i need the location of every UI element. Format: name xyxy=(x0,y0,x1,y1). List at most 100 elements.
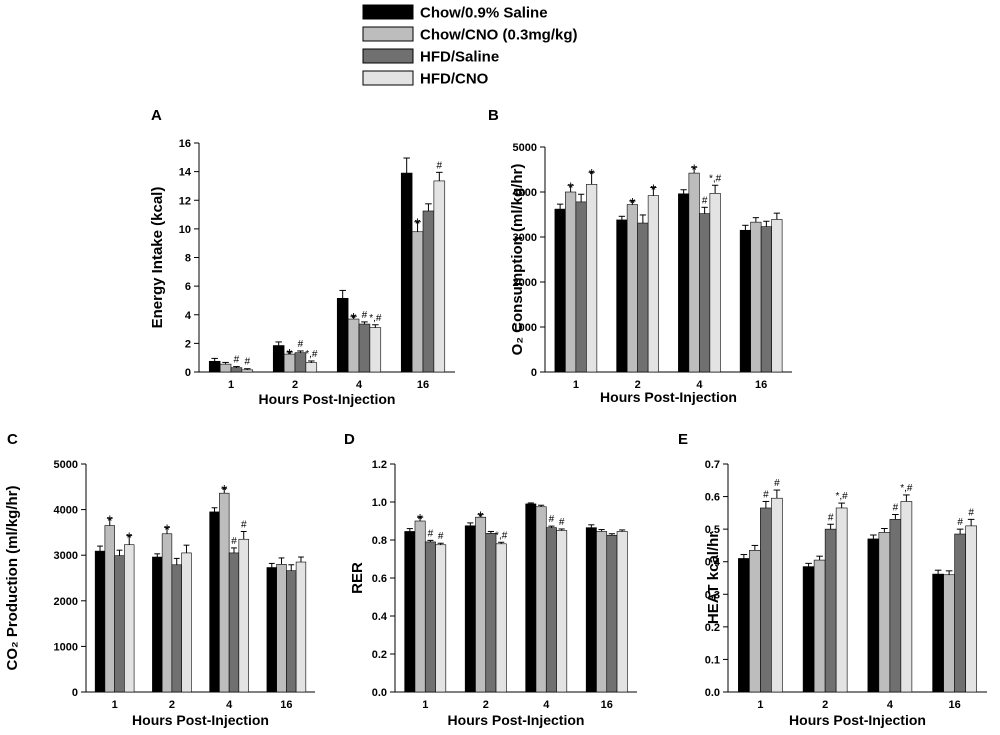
significance-marker: * xyxy=(107,512,113,529)
x-tick-label: 16 xyxy=(949,699,961,711)
x-tick-label: 1 xyxy=(573,379,579,391)
bar xyxy=(411,231,424,373)
bar xyxy=(422,210,435,373)
significance-marker: # xyxy=(549,514,555,525)
significance-marker: * xyxy=(478,508,484,525)
bar xyxy=(295,561,307,693)
bar xyxy=(954,533,966,693)
x-axis-title: Hours Post-Injection xyxy=(448,712,585,728)
panel-B: B 0 1000 2000 3000 4000 5000 1 2 4 16 * * * * * #*,# Hour… xyxy=(488,107,792,405)
x-tick-label: 2 xyxy=(483,699,489,711)
bar xyxy=(709,193,721,373)
significance-marker: *,# xyxy=(709,173,722,184)
panel-letter: D xyxy=(344,431,355,448)
x-tick-label: 4 xyxy=(356,379,363,391)
y-tick-label: 1.2 xyxy=(372,459,387,471)
y-tick-label: 0.2 xyxy=(372,649,387,661)
legend-swatch-3 xyxy=(362,48,414,64)
panel-E: E0.00.10.20.30.40.50.60.71 2 4 16###*,##*,#… xyxy=(678,431,987,728)
x-tick-label: 2 xyxy=(292,379,298,391)
bar xyxy=(889,519,902,693)
x-tick-label: 16 xyxy=(417,379,429,391)
bar xyxy=(161,533,173,693)
bar xyxy=(209,511,220,693)
x-tick-label: 1 xyxy=(112,699,118,711)
y-tick-label: 0.3 xyxy=(705,589,720,601)
x-axis-title: Hours Post-Injection xyxy=(600,389,737,405)
legend-swatch-2 xyxy=(362,26,414,42)
significance-marker: # xyxy=(362,310,368,321)
bar xyxy=(585,527,597,693)
y-tick-label: 2000 xyxy=(513,277,537,289)
bar xyxy=(835,507,848,693)
y-tick-label: 0.5 xyxy=(705,524,720,536)
bar xyxy=(219,492,230,693)
x-tick-label: 4 xyxy=(226,699,233,711)
bar xyxy=(152,556,163,693)
x-axis-title: Hours Post-Injection xyxy=(259,391,396,407)
bar xyxy=(433,180,446,373)
bar xyxy=(932,573,944,693)
significance-marker: * xyxy=(629,195,635,212)
bar xyxy=(688,172,700,373)
bar xyxy=(824,528,837,693)
y-axis-title: RER xyxy=(349,562,366,594)
bar xyxy=(943,574,955,693)
bar xyxy=(900,501,913,693)
bar xyxy=(586,184,598,373)
bar xyxy=(404,531,416,693)
bar xyxy=(802,566,815,693)
significance-marker: *,# xyxy=(305,349,318,360)
panel-letter: A xyxy=(151,107,162,124)
bar xyxy=(286,570,297,693)
significance-marker: *,# xyxy=(900,483,913,494)
y-axis-title: Energy Intake (kcal) xyxy=(149,187,166,329)
y-tick-label: 0.8 xyxy=(372,535,387,547)
y-tick-label: 16 xyxy=(179,138,191,150)
significance-marker: # xyxy=(957,517,963,528)
x-tick-label: 4 xyxy=(696,379,703,391)
bar xyxy=(219,363,232,373)
bar xyxy=(266,567,277,693)
x-tick-label: 16 xyxy=(601,699,613,711)
significance-marker: # xyxy=(231,536,237,547)
significance-marker: # xyxy=(559,517,565,528)
x-tick-label: 16 xyxy=(280,699,292,711)
bar xyxy=(358,323,371,373)
bar xyxy=(554,208,566,373)
bar xyxy=(813,559,826,693)
y-tick-label: 1000 xyxy=(513,322,537,334)
significance-marker: # xyxy=(702,195,708,206)
x-axis-title: Hours Post-Injection xyxy=(789,712,926,728)
bar xyxy=(575,201,587,373)
bar xyxy=(435,544,447,693)
significance-marker: # xyxy=(298,339,304,350)
significance-marker: # xyxy=(437,160,443,171)
y-axis-title: O₂ Consumption (ml/kg/hr) xyxy=(509,164,526,356)
significance-marker: * xyxy=(589,166,595,183)
y-tick-label: 3000 xyxy=(54,550,78,562)
bar xyxy=(647,195,659,373)
significance-marker: * xyxy=(287,346,293,363)
y-tick-label: 8 xyxy=(185,253,191,265)
significance-marker: # xyxy=(241,519,247,530)
bar xyxy=(965,525,977,693)
y-axis-title: CO₂ Production (ml/kg/hr) xyxy=(4,486,21,671)
bar xyxy=(238,538,249,693)
bar xyxy=(545,527,557,693)
y-tick-label: 5000 xyxy=(513,142,537,154)
bar xyxy=(276,564,287,693)
y-tick-label: 0 xyxy=(72,687,78,699)
legend-label-2: Chow/CNO (0.3mg/kg) xyxy=(420,27,578,44)
y-tick-label: 0 xyxy=(185,367,191,379)
bar xyxy=(596,531,608,693)
y-tick-label: 4000 xyxy=(54,505,78,517)
bar xyxy=(181,552,192,693)
y-tick-label: 1.0 xyxy=(372,497,387,509)
bar xyxy=(606,534,618,693)
bar xyxy=(369,327,382,373)
bar xyxy=(760,507,772,693)
bar xyxy=(94,550,106,693)
